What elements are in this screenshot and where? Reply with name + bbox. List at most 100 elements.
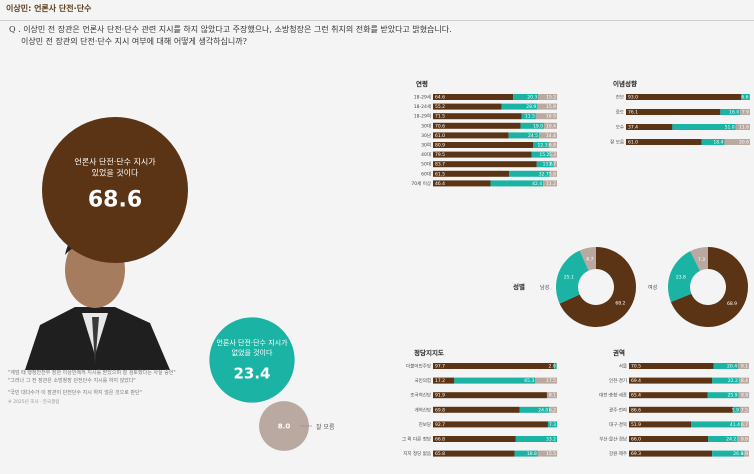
age-bar-1	[531, 151, 551, 158]
female-donut-slice-2	[690, 247, 708, 271]
age-bar-value-1: 32.7	[539, 171, 549, 177]
region-bar-value-2: 6.7	[741, 422, 748, 428]
age-bar-0	[433, 170, 510, 177]
age-bar-value-2: 10.4	[546, 123, 556, 129]
party-bar-value-0: 66.8	[435, 437, 445, 443]
region-bar-1	[708, 436, 738, 442]
ideology-category-label: 진보	[616, 94, 624, 101]
party-bar-value-1: 2.0	[548, 364, 555, 370]
male-donut-slice-value-1: 25.1	[564, 275, 574, 281]
region-bar-2	[737, 436, 749, 442]
female-donut-slice-1	[668, 251, 701, 302]
region-bar-0	[629, 450, 713, 457]
region-bar-2	[740, 421, 749, 428]
age-category-label: 50대	[421, 161, 431, 168]
age-bar-2	[544, 122, 557, 129]
age-bar-value-1: 15.2	[539, 152, 549, 158]
age-bar-value-2: 14.4	[546, 133, 556, 139]
ideology-bar-0	[626, 109, 721, 115]
age-bar-1	[513, 94, 539, 100]
age-bar-value-0: 71.5	[435, 114, 445, 120]
region-bar-2	[738, 377, 749, 384]
region-category-label: 인천·경기	[609, 377, 627, 384]
party-bar-value-0: 17.2	[435, 378, 445, 384]
age-bar-2	[549, 170, 557, 177]
age-bar-value-0: 70.6	[435, 123, 445, 129]
region-bar-2	[744, 450, 749, 457]
question-text: Q . 이상민 전 장관은 언론사 단전·단수 관련 지시를 하지 않았다고 주…	[9, 24, 729, 48]
age-bar-value-1: 20.3	[527, 95, 537, 101]
ideology-bar-value-1: 6.6	[741, 95, 748, 101]
party-bar-0	[433, 392, 547, 399]
female-donut-slice-value-1: 23.8	[676, 275, 686, 281]
note-3: "국민 대다수가 이 장관이 단전단수 지시 하지 않은 것으로 판단"	[8, 390, 142, 396]
party-bar-value-1: 24.0	[538, 407, 548, 413]
party-bar-value-0: 92.7	[435, 422, 445, 428]
age-bar-2	[539, 132, 557, 139]
ideology-bar-value-0: 37.4	[628, 125, 638, 131]
party-bar-1	[519, 406, 550, 413]
region-category-label: 대구·경북	[609, 421, 627, 428]
region-bar-value-1: 25.9	[728, 393, 738, 399]
age-bar-1	[533, 142, 549, 148]
ideology-bar-value-2: 20.6	[739, 140, 749, 146]
ideology-bar-value-1: 18.4	[713, 140, 723, 146]
party-bar-value-1: 65.3	[524, 378, 534, 384]
age-bar-value-1: 24.5	[528, 133, 538, 139]
age-bar-value-1: 13.6	[543, 162, 553, 168]
age-bar-value-2: 11.2	[546, 181, 556, 187]
age-bar-1	[520, 122, 545, 129]
region-bar-2	[740, 406, 749, 413]
ideology-category-label: 보수	[616, 125, 624, 131]
ideology-category-label: 잘 모름	[610, 139, 624, 146]
age-bar-1	[501, 103, 538, 110]
age-bar-value-0: 61.0	[435, 133, 445, 139]
male-donut-slice-value-2: 6.7	[586, 257, 593, 263]
age-bar-0	[433, 161, 537, 168]
region-bar-1	[713, 363, 739, 369]
party-bar-value-1: 33.2	[546, 437, 556, 443]
age-bar-1	[536, 161, 554, 168]
ideology-bar-value-0: 93.0	[628, 95, 638, 101]
region-bar-value-0: 69.3	[631, 451, 641, 457]
age-bar-0	[433, 151, 532, 158]
age-category-label: 18-29여	[414, 113, 431, 120]
ideology-bar-0	[626, 94, 742, 100]
age-bar-value-0: 80.9	[435, 143, 445, 149]
region-bar-1	[707, 392, 739, 399]
female-label: 여성	[648, 284, 657, 291]
party-bar-2	[535, 377, 557, 384]
region-bar-value-0: 69.4	[631, 378, 641, 384]
ideology-title: 이념성향	[613, 79, 637, 88]
age-bar-2	[548, 142, 557, 148]
age-bar-value-2: 15.9	[546, 104, 556, 110]
age-bar-0	[433, 180, 491, 187]
age-bar-value-1: 12.3	[538, 143, 548, 149]
age-bar-0	[433, 122, 521, 129]
age-category-label: 18-29세	[414, 94, 431, 101]
party-bar-value-0: 69.8	[435, 407, 445, 413]
age-bar-2	[537, 103, 557, 110]
region-bar-value-2: 9.8	[741, 437, 748, 443]
header-bar: 이상민: 언론사 단전·단수	[0, 0, 754, 21]
region-bar-1	[712, 450, 745, 457]
age-bar-value-0: 55.2	[435, 104, 445, 110]
age-bar-value-0: 61.5	[435, 171, 445, 177]
age-bar-1	[508, 132, 540, 139]
age-category-label: 40대	[421, 151, 431, 158]
note-1: "계엄 때 행정안전부 장관 이상민에게 지시를 받았으며 잘 검토했다는 사실…	[8, 370, 176, 376]
region-category-label: 서울	[619, 363, 627, 370]
ideology-bar-value-0: 76.1	[628, 110, 638, 116]
ideology-bar-value-1: 51.0	[725, 125, 735, 131]
ideology-bar-1	[701, 139, 725, 145]
region-bar-value-0: 66.0	[631, 437, 641, 443]
age-category-label: 60대	[421, 170, 431, 177]
age-bar-1	[490, 180, 544, 187]
region-bar-value-1: 5.9	[732, 407, 739, 413]
age-category-label: 30여	[421, 142, 431, 149]
party-bar-1	[554, 363, 557, 369]
question-line-1: Q . 이상민 전 장관은 언론사 단전·단수 관련 지시를 하지 않았다고 주…	[9, 25, 452, 34]
age-category-label: 30남	[421, 132, 431, 139]
note-source: ※ 2025년 조사 · 한국갤럽	[8, 400, 60, 405]
party-bar-0	[433, 377, 455, 384]
